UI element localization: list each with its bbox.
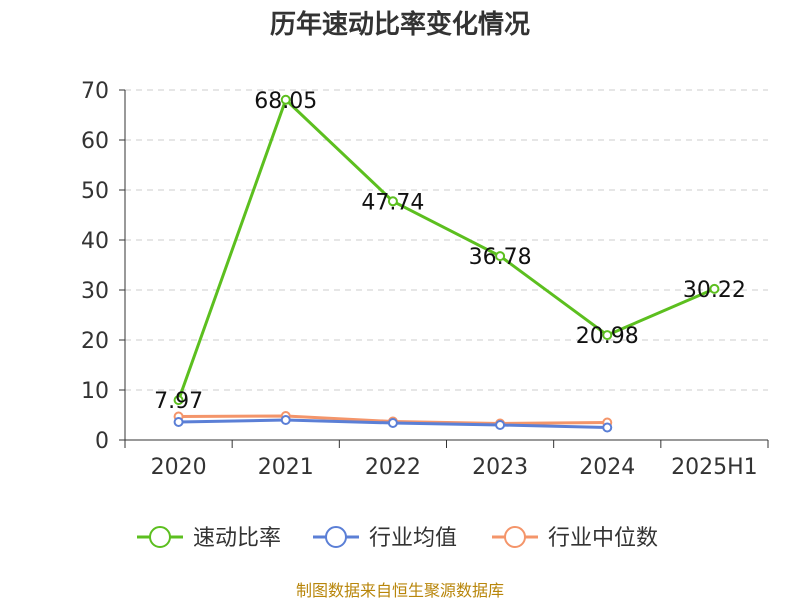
grid-lines	[125, 89, 768, 391]
data-label: 20.98	[576, 324, 639, 349]
data-point	[495, 251, 506, 262]
y-tick-label: 60	[81, 129, 109, 154]
legend-label: 行业均值	[369, 526, 457, 551]
data-labels: 7.97 68.05 47.74 36.78 20.98 30.22	[154, 89, 746, 414]
legend-label: 速动比率	[193, 526, 281, 551]
y-tick-label: 50	[81, 179, 109, 204]
data-point	[173, 417, 184, 427]
legend-marker	[149, 526, 171, 548]
data-point	[280, 415, 291, 425]
data-point	[709, 283, 720, 294]
data-point	[602, 330, 613, 341]
y-tick-label: 20	[81, 329, 109, 354]
x-tick-label: 2025H1	[671, 455, 758, 480]
data-point	[602, 422, 613, 433]
axes: 0 10 20 30 40 50 60 70 2020 2021 2022 2023 2024 2025H…	[81, 79, 769, 480]
x-tick-label: 2024	[579, 455, 635, 480]
data-label: 7.97	[154, 389, 203, 414]
source-note: 制图数据来自恒生聚源数据库	[296, 581, 504, 600]
chart-title: 历年速动比率变化情况	[270, 9, 530, 40]
data-label: 30.22	[683, 278, 746, 303]
legend-marker	[504, 526, 526, 548]
x-tick-label: 2023	[472, 455, 528, 480]
data-label: 47.74	[361, 190, 424, 215]
data-point	[387, 418, 398, 428]
data-point	[173, 395, 184, 406]
data-point	[280, 94, 291, 105]
legend-marker	[325, 526, 347, 548]
x-tick-label: 2020	[151, 455, 207, 480]
data-point	[387, 196, 398, 207]
x-tick-label: 2022	[365, 455, 421, 480]
y-tick-label: 30	[81, 279, 109, 304]
y-tick-label: 40	[81, 229, 109, 254]
data-point	[495, 420, 506, 430]
data-label: 36.78	[469, 245, 532, 270]
y-tick-label: 10	[81, 379, 109, 404]
series-layer	[173, 94, 720, 433]
legend: 速动比率 行业均值 行业中位数	[137, 526, 658, 551]
series-line-0	[177, 98, 716, 401]
y-tick-label: 0	[95, 429, 109, 454]
x-tick-label: 2021	[258, 455, 314, 480]
y-tick-label: 70	[81, 79, 109, 104]
data-label: 68.05	[254, 89, 317, 114]
legend-label: 行业中位数	[548, 526, 658, 551]
